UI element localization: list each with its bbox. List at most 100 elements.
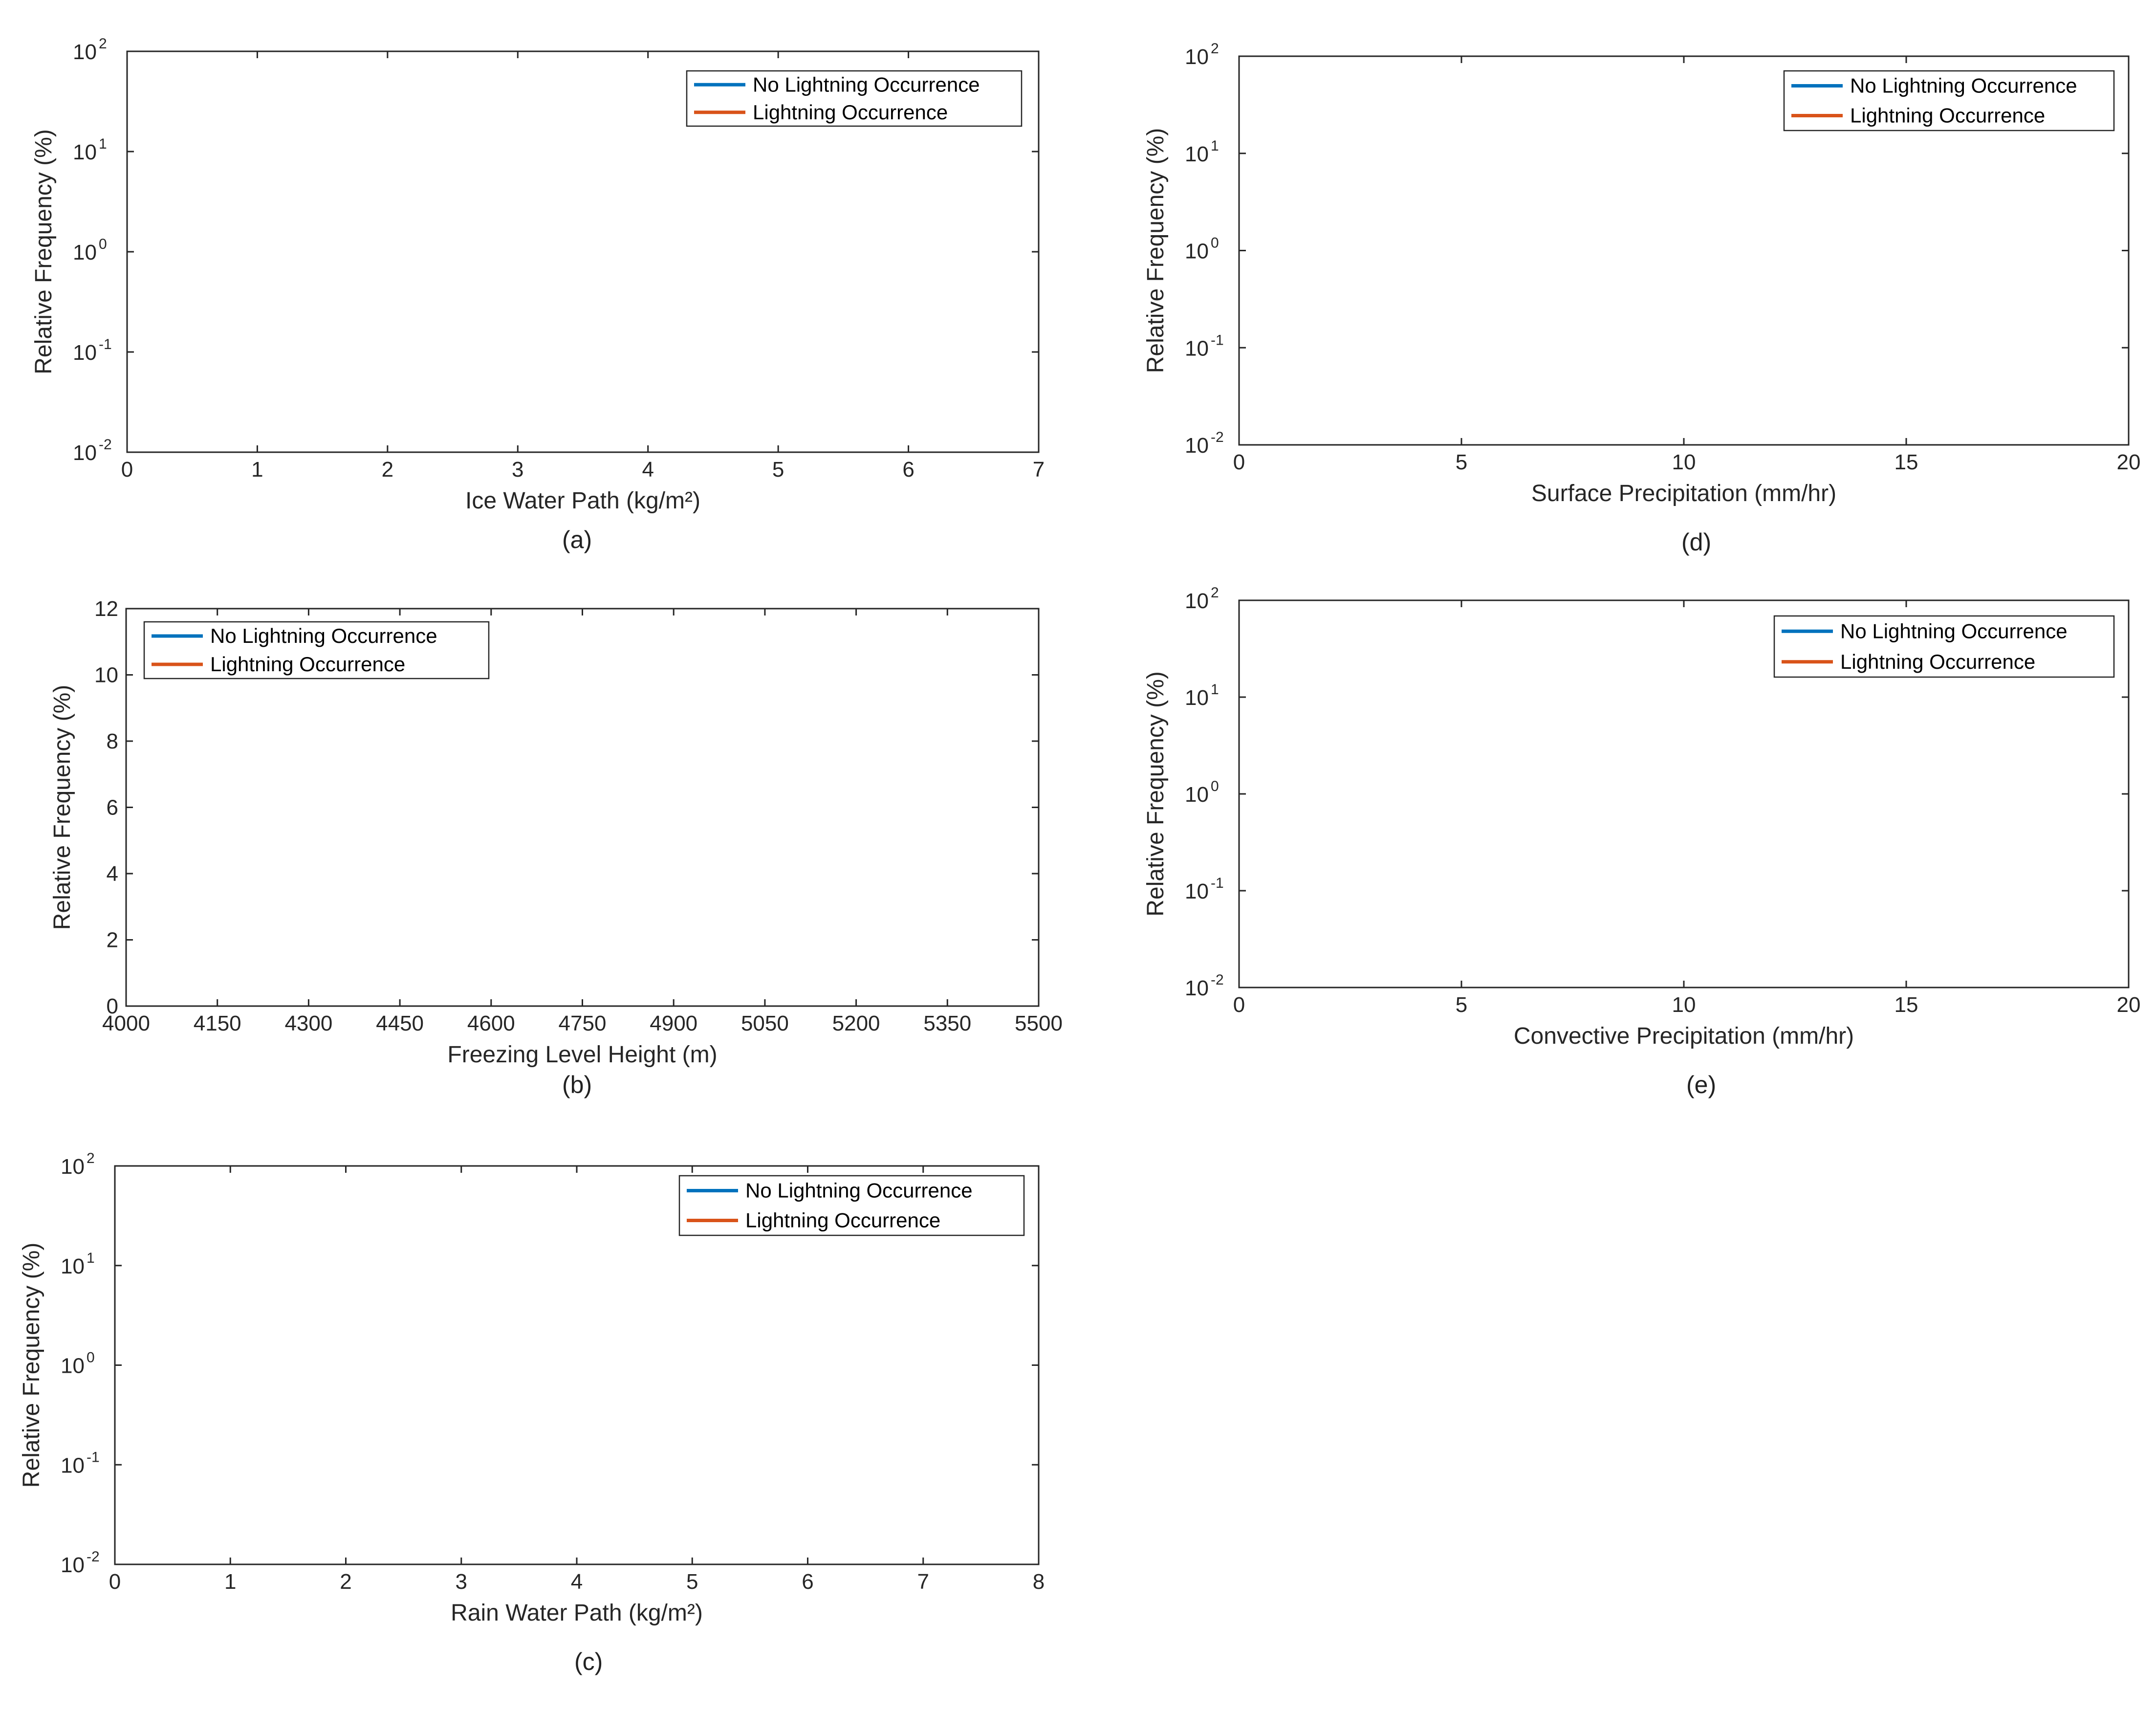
legend-label: No Lightning Occurrence — [753, 73, 980, 96]
x-axis-label: Surface Precipitation (mm/hr) — [1531, 481, 1836, 506]
x-tick-label: 6 — [802, 1570, 813, 1594]
x-tick-label: 5 — [1456, 993, 1467, 1017]
legend-label: Lightning Occurrence — [745, 1209, 940, 1232]
legend-label: Lightning Occurrence — [1840, 650, 2035, 673]
y-tick-label: 10 — [73, 140, 97, 164]
legend-label: Lightning Occurrence — [1850, 104, 2045, 127]
legend: No Lightning Occurrence Lightning Occurre… — [143, 621, 490, 680]
x-tick-label: 0 — [109, 1570, 121, 1594]
y-tick-label: 10 — [73, 341, 97, 365]
panel-b: 4000 4150 4300 4450 4600 4750 4900 5050 5200 5350… — [0, 562, 1066, 1105]
y-tick-label: 10 — [73, 40, 97, 64]
legend-label: No Lightning Occurrence — [210, 624, 437, 647]
legend-box — [1773, 615, 2115, 678]
y-tick-exponent: -1 — [1211, 332, 1224, 348]
y-tick-exponent: 2 — [99, 36, 107, 52]
y-tick-exponent: -1 — [99, 336, 112, 352]
x-tick-label: 4900 — [650, 1011, 697, 1035]
x-tick-label: 0 — [121, 458, 133, 482]
y-tick-label: 2 — [107, 928, 118, 952]
x-tick-label: 4600 — [467, 1011, 515, 1035]
legend-box — [678, 1175, 1025, 1236]
y-tick-label: 12 — [94, 597, 118, 621]
legend: No Lightning Occurrence Lightning Occurre… — [686, 70, 1023, 127]
x-tick-label: 10 — [1672, 993, 1696, 1017]
legend: No Lightning Occurrence Lightning Occurre… — [678, 1175, 1025, 1236]
y-tick-label: 10 — [1185, 686, 1209, 710]
subfigure-label-a: (a) — [562, 526, 592, 553]
y-tick-label: 10 — [1185, 783, 1209, 807]
y-tick-exponent: -2 — [1211, 972, 1224, 988]
y-tick-exponent: 0 — [87, 1350, 95, 1366]
y-tick-label: 10 — [1185, 589, 1209, 613]
x-tick-label: 4 — [642, 458, 653, 482]
y-tick-label: 10 — [61, 1254, 85, 1278]
y-tick-label: 4 — [107, 862, 118, 886]
x-tick-label: 7 — [917, 1570, 929, 1594]
x-tick-label: 4450 — [376, 1011, 424, 1035]
y-tick-exponent: -1 — [87, 1449, 100, 1465]
x-tick-label: 5 — [772, 458, 784, 482]
y-axis-label: Relative Frequency (%) — [1143, 671, 1169, 917]
x-tick-label: 5200 — [832, 1011, 880, 1035]
y-tick-label: 10 — [1185, 45, 1209, 69]
x-tick-label: 2 — [340, 1570, 351, 1594]
x-tick-label: 3 — [512, 458, 523, 482]
x-tick-label: 4300 — [284, 1011, 332, 1035]
legend-box — [1783, 70, 2115, 132]
subfigure-label-e: (e) — [1686, 1071, 1717, 1098]
y-tick-label: 10 — [1185, 240, 1209, 263]
x-tick-label: 2 — [382, 458, 393, 482]
subfigure-label-d: (d) — [1681, 528, 1712, 556]
x-tick-label: 10 — [1672, 450, 1696, 474]
legend: No Lightning Occurrence Lightning Occurre… — [1783, 70, 2115, 132]
x-tick-label: 15 — [1895, 993, 1918, 1017]
legend-label: Lightning Occurrence — [753, 101, 948, 124]
y-tick-exponent: 1 — [1211, 138, 1219, 154]
y-tick-exponent: -2 — [99, 437, 112, 453]
x-tick-label: 3 — [456, 1570, 467, 1594]
x-tick-label: 4000 — [102, 1011, 150, 1035]
y-tick-label: 10 — [1185, 142, 1209, 166]
x-tick-label: 0 — [1233, 450, 1245, 474]
y-tick-exponent: 0 — [1211, 235, 1219, 251]
y-tick-label: 10 — [1185, 976, 1209, 1000]
y-tick-label: 10 — [1185, 434, 1209, 458]
x-tick-label: 7 — [1033, 458, 1045, 482]
y-tick-exponent: 0 — [99, 236, 107, 252]
x-tick-label: 20 — [2117, 993, 2141, 1017]
x-tick-label: 5050 — [741, 1011, 789, 1035]
x-tick-label: 4750 — [559, 1011, 607, 1035]
legend-box — [686, 70, 1023, 127]
panel-d: 0 5 10 15 20 10 -2 10 -1 10 0 10 1 10 2 Surface Precipi… — [1090, 0, 2156, 562]
legend-label: No Lightning Occurrence — [1850, 74, 2077, 97]
x-axis-label: Freezing Level Height (m) — [447, 1042, 717, 1068]
subfigure-label-b: (b) — [562, 1071, 592, 1098]
legend: No Lightning Occurrence Lightning Occurre… — [1773, 615, 2115, 678]
y-tick-label: 10 — [94, 663, 118, 687]
x-tick-label: 1 — [224, 1570, 236, 1594]
x-axis-label: Rain Water Path (kg/m²) — [451, 1600, 703, 1626]
legend-label: No Lightning Occurrence — [745, 1179, 973, 1202]
x-tick-label: 5500 — [1015, 1011, 1063, 1035]
y-tick-exponent: -2 — [87, 1549, 100, 1565]
y-tick-label: 8 — [107, 729, 118, 753]
y-tick-label: 0 — [107, 994, 118, 1018]
y-tick-label: 10 — [61, 1155, 85, 1179]
y-tick-exponent: 2 — [87, 1150, 95, 1166]
y-tick-exponent: 1 — [99, 136, 107, 152]
x-tick-label: 15 — [1895, 450, 1918, 474]
y-axis-label: Relative Frequency (%) — [31, 129, 57, 374]
y-tick-exponent: -2 — [1211, 429, 1224, 445]
y-tick-label: 10 — [61, 1453, 85, 1477]
x-tick-label: 0 — [1233, 993, 1245, 1017]
y-tick-exponent: -1 — [1211, 875, 1224, 891]
y-tick-exponent: 0 — [1211, 778, 1219, 794]
y-tick-label: 6 — [107, 796, 118, 820]
legend-box — [143, 621, 490, 680]
x-tick-label: 4150 — [194, 1011, 241, 1035]
x-axis-label: Ice Water Path (kg/m²) — [465, 488, 700, 514]
